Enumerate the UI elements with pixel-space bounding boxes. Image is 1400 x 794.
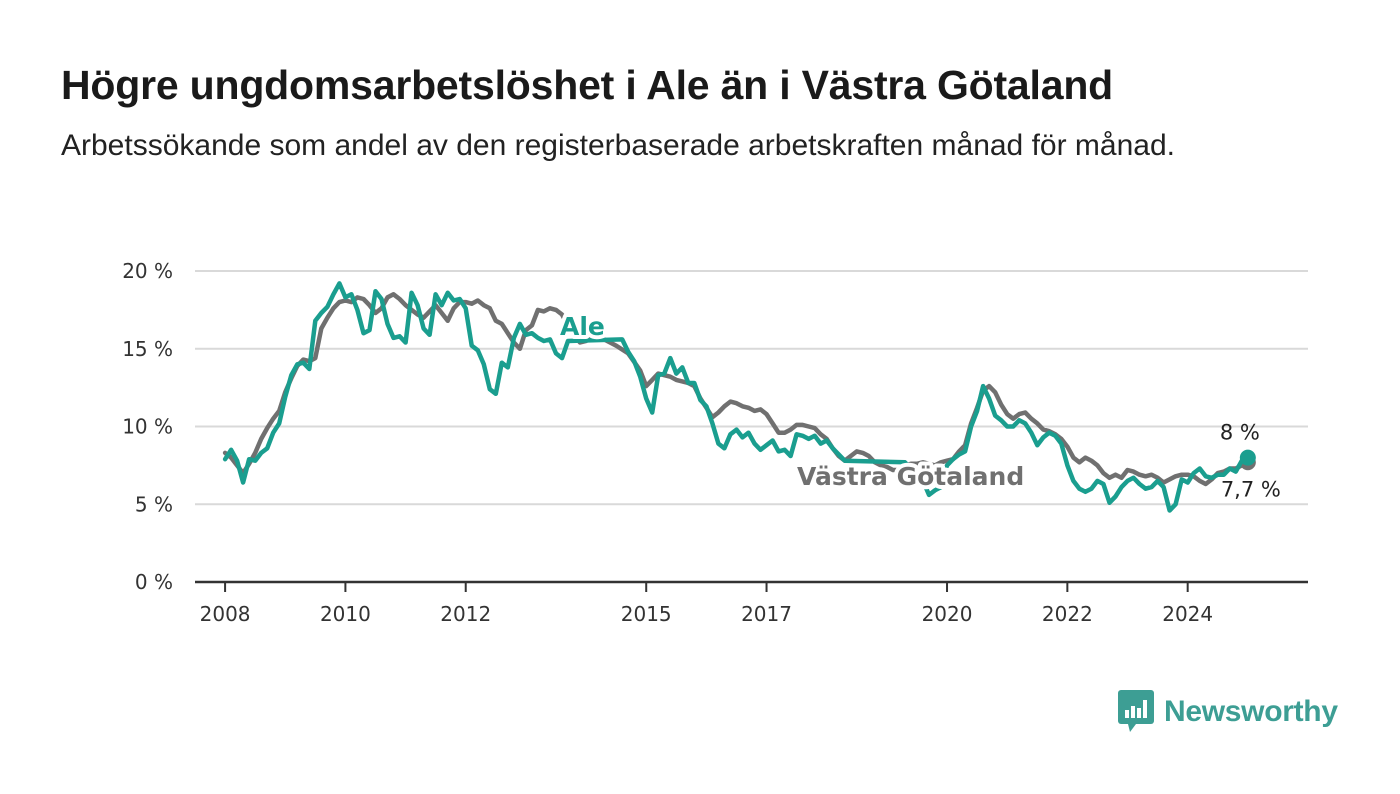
x-axis: 2008 2010 2012 2015 2017 2020 2022 2024: [195, 580, 1308, 626]
newsworthy-logo-text: Newsworthy: [1164, 695, 1338, 728]
x-tick-label: 2008: [200, 602, 251, 626]
end-label-ale: 8 %: [1220, 421, 1260, 445]
x-tick-label: 2022: [1042, 602, 1093, 626]
newsworthy-logo-icon: [1118, 690, 1154, 732]
series-label-ale: Ale: [560, 312, 605, 341]
chart-subtitle: Arbetssökande som andel av den registerb…: [61, 129, 1175, 162]
series-labels: 8 % 7,7 % Ale Västra Götaland: [556, 308, 1281, 501]
series-lines: [222, 281, 1256, 513]
grid-lines: [195, 270, 1308, 506]
series-label-vastra-gotaland: Västra Götaland: [797, 462, 1024, 491]
end-point-ale: [1239, 449, 1256, 466]
chart-title: Högre ungdomsarbetslöshet i Ale än i Väs…: [61, 62, 1114, 108]
x-tick-label: 2010: [320, 602, 371, 626]
y-tick-label: 0 %: [135, 570, 173, 594]
x-tick-label: 2015: [621, 602, 672, 626]
x-tick-label: 2012: [440, 602, 491, 626]
x-tick-label: 2020: [922, 602, 973, 626]
y-tick-label: 20 %: [122, 259, 173, 283]
series-line-v-stra-g-taland: [222, 292, 1251, 487]
y-tick-label: 5 %: [135, 492, 173, 516]
end-label-vastra-gotaland: 7,7 %: [1221, 477, 1281, 501]
x-tick-label: 2024: [1162, 602, 1213, 626]
newsworthy-logo: Newsworthy: [1118, 690, 1338, 734]
y-tick-label: 15 %: [122, 337, 173, 361]
x-tick-label: 2017: [741, 602, 792, 626]
y-axis: 0 % 5 % 10 % 15 % 20 %: [122, 259, 173, 594]
series-line-ale: [222, 281, 1251, 513]
y-tick-label: 10 %: [122, 415, 173, 439]
